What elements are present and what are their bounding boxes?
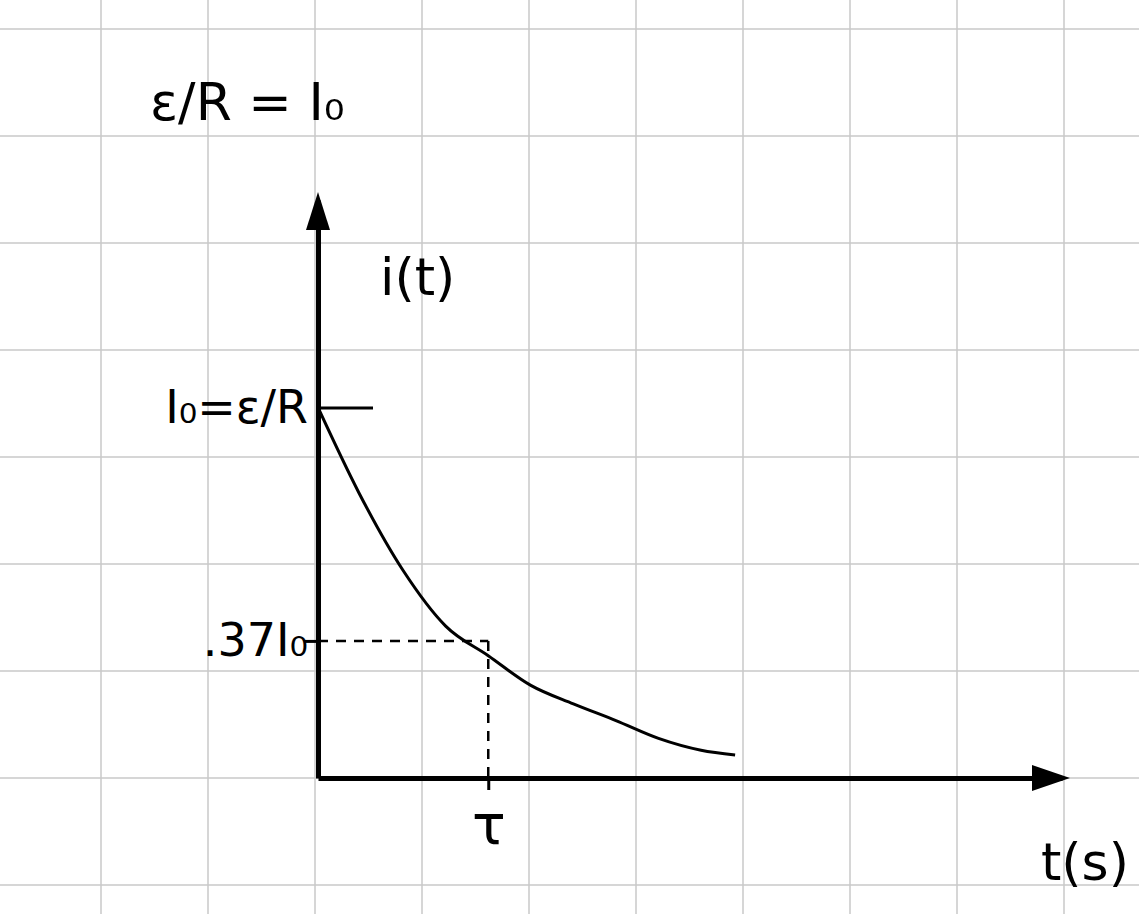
y-tick-mark xyxy=(318,406,373,409)
chart: .37I₀ I₀=ε/R τ ε/R = I₀ i(t) t(s) xyxy=(0,0,1139,914)
paper-line xyxy=(0,456,1139,458)
x-axis: τ xyxy=(319,778,1063,857)
y-arrow xyxy=(306,192,330,230)
y-tick-label: .37I₀ xyxy=(203,613,308,667)
y-axis-line xyxy=(316,201,321,779)
paper-line xyxy=(0,242,1139,244)
x-tick-mark xyxy=(487,778,490,790)
paper-line xyxy=(0,777,1139,779)
x-arrow xyxy=(1032,765,1070,791)
guide-line xyxy=(487,641,490,778)
paper-line xyxy=(0,135,1139,137)
x-axis-title: t(s) xyxy=(1041,832,1129,892)
x-axis-line xyxy=(319,776,1063,781)
y-tick: I₀=ε/R xyxy=(165,380,373,434)
paper-line xyxy=(0,563,1139,565)
y-axis-title: i(t) xyxy=(380,247,455,307)
y-axis: .37I₀ I₀=ε/R xyxy=(165,201,373,779)
current-curve xyxy=(318,407,735,755)
plot-area xyxy=(318,407,735,755)
y-tick: .37I₀ xyxy=(203,613,318,667)
annotation: ε/R = I₀ xyxy=(150,72,345,132)
paper-line xyxy=(0,884,1139,886)
y-tick-label: I₀=ε/R xyxy=(165,380,308,434)
paper-line xyxy=(0,28,1139,30)
paper-grid xyxy=(0,0,1139,914)
x-tick-label: τ xyxy=(472,792,506,857)
paper-line xyxy=(0,349,1139,351)
paper-line xyxy=(0,670,1139,672)
x-tick: τ xyxy=(472,778,506,857)
